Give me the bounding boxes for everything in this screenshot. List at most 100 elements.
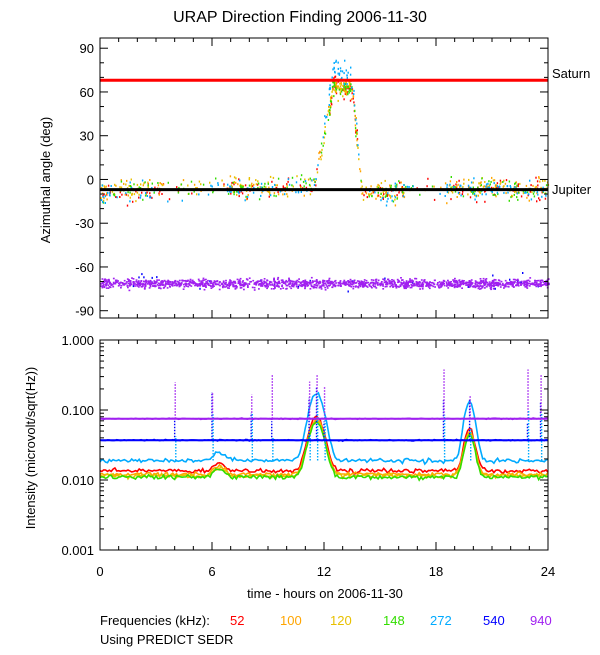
azimuth-point-940	[407, 282, 409, 285]
azimuth-point-272	[101, 184, 104, 187]
azimuth-point-940	[356, 280, 359, 282]
azimuth-point-940	[105, 284, 107, 287]
azimuth-point-940	[173, 282, 176, 284]
azimuth-point-940	[273, 280, 275, 282]
azimuth-point-940	[427, 284, 429, 286]
azimuth-point-100	[403, 196, 406, 199]
azimuth-point-940	[419, 288, 421, 290]
azimuth-point-120	[380, 182, 383, 185]
azimuth-point-940	[201, 282, 204, 285]
azimuth-point-52	[334, 86, 336, 89]
azimuth-point-940	[418, 284, 421, 286]
azimuth-point-940	[527, 282, 530, 285]
azimuth-point-940	[158, 279, 160, 281]
azimuth-point-940	[266, 287, 268, 290]
azimuth-point-940	[347, 281, 350, 284]
azimuth-point-120	[232, 191, 235, 194]
azimuth-point-120	[495, 183, 497, 186]
azimuth-point-120	[458, 193, 460, 195]
azimuth-point-148	[242, 185, 244, 188]
azimuth-point-940	[380, 282, 383, 285]
azimuth-point-940	[260, 279, 263, 281]
azimuth-point-120	[522, 192, 525, 195]
azimuth-point-940	[447, 279, 449, 282]
azimuth-point-940	[126, 284, 129, 287]
azimuth-point-100	[479, 182, 482, 185]
azimuth-point-940	[486, 285, 488, 288]
azimuth-point-540	[522, 272, 524, 274]
azimuth-point-940	[263, 278, 266, 280]
azimuth-point-120	[337, 85, 340, 88]
azimuth-point-148	[360, 179, 362, 182]
azimuth-point-120	[327, 110, 330, 112]
azimuth-point-940	[276, 282, 279, 284]
azimuth-point-940	[148, 283, 151, 286]
azimuth-point-940	[258, 280, 261, 282]
azimuth-point-148	[277, 177, 280, 180]
azimuth-point-120	[542, 179, 544, 182]
azimuth-point-940	[203, 279, 206, 281]
azimuth-point-52	[461, 193, 464, 196]
azimuth-point-940	[343, 283, 346, 286]
azimuth-point-148	[275, 195, 277, 198]
azimuth-point-940	[446, 284, 449, 286]
azimuth-point-940	[428, 287, 431, 290]
azimuth-point-272	[459, 184, 461, 187]
azimuth-point-148	[489, 183, 491, 186]
azimuth-point-940	[136, 282, 139, 285]
azimuth-point-940	[311, 281, 314, 284]
azimuth-point-940	[526, 284, 529, 287]
azimuth-point-940	[349, 278, 352, 281]
azimuth-point-148	[139, 187, 142, 189]
azimuth-point-940	[218, 288, 221, 291]
legend-item-272: 272	[430, 613, 452, 628]
azimuth-point-940	[128, 279, 130, 281]
azimuth-point-940	[517, 285, 520, 287]
azimuth-point-940	[429, 281, 431, 283]
azimuth-point-940	[362, 285, 365, 287]
azimuth-point-272	[253, 186, 255, 189]
azimuth-point-52	[284, 187, 286, 189]
azimuth-point-940	[282, 281, 285, 283]
azimuth-point-120	[451, 191, 454, 194]
azimuth-point-940	[246, 283, 248, 285]
azimuth-point-940	[515, 284, 518, 286]
azimuth-point-120	[131, 193, 133, 196]
azimuth-point-52	[544, 197, 547, 200]
azimuth-point-940	[285, 288, 287, 290]
azimuth-point-272	[346, 77, 348, 79]
azimuth-point-940	[306, 283, 309, 285]
azimuth-point-940	[228, 281, 231, 283]
azimuth-point-940	[547, 283, 550, 285]
azimuth-point-120	[248, 178, 250, 181]
azimuth-point-148	[333, 85, 335, 88]
azimuth-point-272	[340, 70, 342, 73]
azimuth-point-100	[534, 186, 536, 189]
azimuth-point-148	[153, 191, 155, 194]
azimuth-point-940	[544, 281, 547, 284]
azimuth-point-272	[260, 186, 262, 189]
azimuth-point-940	[338, 282, 341, 285]
azimuth-point-940	[197, 284, 200, 287]
azimuth-point-52	[125, 193, 128, 196]
azimuth-point-148	[545, 184, 548, 187]
azimuth-point-148	[335, 87, 337, 89]
azimuth-point-940	[143, 288, 146, 290]
azimuth-point-940	[411, 284, 414, 287]
azimuth-point-120	[358, 158, 360, 161]
azimuth-point-940	[385, 285, 388, 288]
azimuth-point-148	[344, 88, 347, 91]
azimuth-point-940	[329, 282, 332, 284]
azimuth-point-148	[338, 88, 341, 91]
azimuth-point-940	[452, 284, 454, 287]
azimuth-point-940	[433, 283, 436, 286]
azimuth-point-272	[475, 195, 477, 198]
azimuth-point-940	[509, 281, 512, 284]
azimuth-point-940	[476, 284, 479, 286]
azimuth-point-272	[338, 73, 341, 76]
azimuth-point-100	[433, 185, 435, 188]
azimuth-point-940	[403, 281, 405, 283]
azimuth-point-940	[277, 276, 280, 279]
azimuth-point-100	[349, 82, 351, 85]
